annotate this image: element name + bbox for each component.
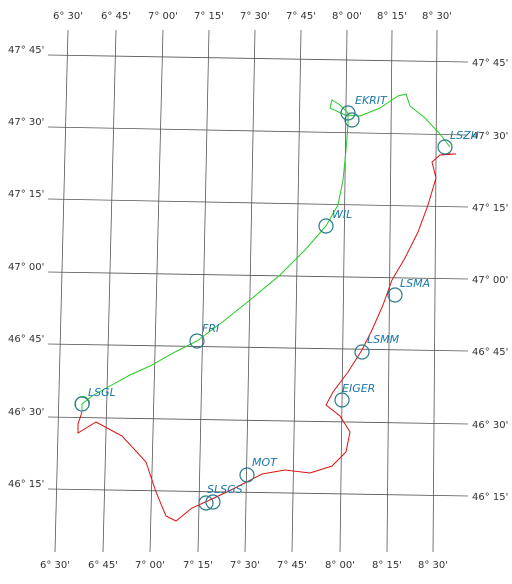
waypoint-marker <box>239 467 255 483</box>
waypoint-label: SLSGS <box>207 483 243 496</box>
waypoint-label: FRI <box>202 322 219 335</box>
lat-label-left: 47° 45' <box>8 45 44 56</box>
waypoint-label: WIL <box>332 208 352 221</box>
lon-label-top: 6° 30' <box>53 11 83 22</box>
overlay: 6° 30' 6° 30' 6° 45' 6° 45' 7° 00' 7° 00' 7° 1… <box>8 11 508 571</box>
lat-label-left: 46° 45' <box>8 334 44 345</box>
waypoint-marker <box>74 396 90 412</box>
lon-label-top: 7° 15' <box>194 11 224 22</box>
lon-label-bottom: 7° 15' <box>183 560 213 571</box>
parallel <box>47 343 469 352</box>
lat-label-left: 47° 30' <box>8 117 44 128</box>
lat-label-right: 46° 30' <box>472 420 508 431</box>
lat-label-right: 47° 00' <box>472 275 508 286</box>
parallel <box>47 416 469 425</box>
lon-label-bottom: 8° 00' <box>325 560 355 571</box>
lon-label-bottom: 6° 45' <box>88 560 118 571</box>
waypoint-label: LSMM <box>367 333 400 346</box>
lat-label-right: 46° 45' <box>472 347 508 358</box>
parallel <box>47 271 469 280</box>
lat-label-right: 47° 15' <box>472 203 508 214</box>
waypoint-label: LSMA <box>400 277 430 290</box>
parallel <box>47 54 469 63</box>
lat-label-right: 47° 30' <box>472 131 508 142</box>
lon-label-bottom: 6° 30' <box>40 560 70 571</box>
parallel <box>47 126 469 136</box>
lon-label-top: 7° 45' <box>286 11 316 22</box>
lon-label-bottom: 7° 00' <box>135 560 165 571</box>
meridian <box>291 29 302 553</box>
meridian <box>244 29 256 553</box>
meridian <box>149 29 164 553</box>
lat-label-left: 47° 15' <box>8 189 44 200</box>
lon-label-top: 7° 00' <box>148 11 178 22</box>
waypoint-marker <box>318 218 334 234</box>
lat-label-right: 47° 45' <box>472 58 508 69</box>
waypoint-marker <box>354 344 370 360</box>
lat-label-right: 46° 15' <box>472 492 508 503</box>
waypoint-marker <box>205 494 221 510</box>
meridian <box>432 29 438 553</box>
waypoint-marker <box>344 112 360 128</box>
lon-label-bottom: 8° 15' <box>372 560 402 571</box>
waypoint-label: LSZH <box>450 129 479 142</box>
waypoint-label: LSGL <box>88 386 116 399</box>
lon-label-top: 6° 45' <box>101 11 131 22</box>
meridian <box>197 29 210 553</box>
lon-label-bottom: 7° 45' <box>277 560 307 571</box>
waypoint-label: EKRIT <box>355 94 388 107</box>
meridian <box>102 29 117 553</box>
lon-label-bottom: 7° 30' <box>230 560 260 571</box>
waypoint-marker <box>387 287 403 303</box>
route-return <box>77 153 456 522</box>
waypoint-label: EIGER <box>342 382 375 395</box>
lat-label-left: 46° 30' <box>8 407 44 418</box>
lon-label-top: 8° 15' <box>377 11 407 22</box>
waypoint-marker <box>198 495 214 511</box>
waypoint-marker <box>437 139 453 155</box>
route-outbound <box>81 93 451 410</box>
waypoint-label: MOT <box>252 456 278 469</box>
waypoint-marker <box>340 105 356 121</box>
lat-label-left: 47° 00' <box>8 262 44 273</box>
waypoint-marker <box>189 333 205 349</box>
waypoint-marker <box>334 392 350 408</box>
lon-label-top: 8° 30' <box>422 11 452 22</box>
lon-label-top: 8° 00' <box>332 11 362 22</box>
lon-label-bottom: 8° 30' <box>418 560 448 571</box>
parallel <box>47 198 469 208</box>
meridian <box>54 29 69 553</box>
parallel <box>47 488 469 497</box>
lat-label-left: 46° 15' <box>8 479 44 490</box>
lon-label-top: 7° 30' <box>240 11 270 22</box>
